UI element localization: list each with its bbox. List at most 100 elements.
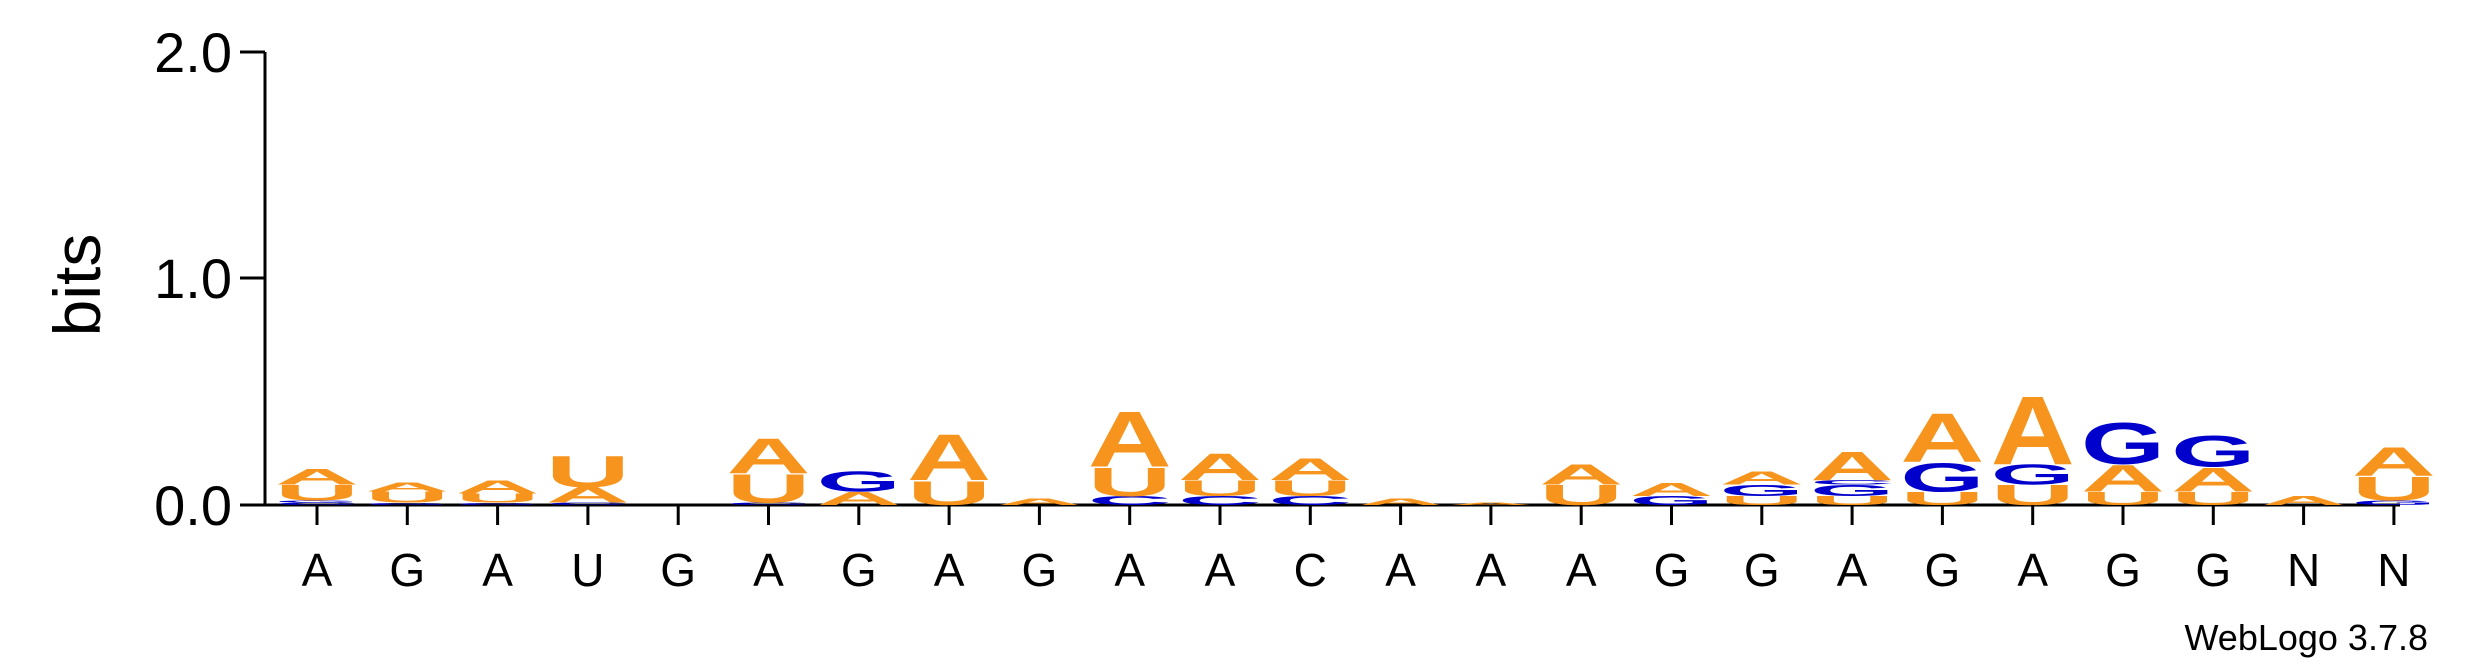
glyph-u: U [1810,494,1894,508]
glyph-a: A [1810,443,1894,489]
stack-position-20: UGA [1991,376,2075,511]
glyph-c: C [275,502,359,505]
x-tick-label: G [2195,544,2231,596]
glyph-a: A [817,488,901,509]
x-tick-label: A [1205,544,1236,596]
glyph-g: G [1720,482,1804,500]
x-tick-label: C [1294,544,1327,596]
glyph-a: A [2081,458,2165,500]
x-tick-label: A [2017,544,2048,596]
stack-position-16: GA [1630,479,1714,508]
stack-position-23: A [2262,494,2346,508]
stack-position-17: UGA [1720,468,1804,508]
stack-position-19: UGA [1900,400,1984,509]
glyph-u: U [1720,494,1804,508]
x-tick-label: A [1114,544,1145,596]
x-tick-label: A [1385,544,1416,596]
glyph-a: A [2352,439,2436,485]
stack-position-11: CUA [1178,446,1262,507]
glyph-g: G [365,502,449,506]
glyph-a: A [1359,497,1443,508]
glyph-g: G [2081,411,2165,477]
glyph-u: U [546,447,630,497]
x-tick-label: G [1022,544,1058,596]
glyph-a: A [1178,446,1262,488]
glyph-g: G [2171,427,2255,476]
glyph-a: A [275,465,359,490]
glyph-a: A [546,483,630,508]
glyph-u: U [1268,476,1352,501]
stack-position-22: UAG [2171,427,2255,509]
glyph-a: A [2171,460,2255,499]
glyph-c: C [727,502,811,505]
x-tick-label: G [1744,544,1780,596]
glyph-a: A [727,428,811,484]
x-tick-label: N [2377,544,2410,596]
glyph-g: G [1810,482,1894,500]
glyph-g: G [456,502,540,506]
stack-position-15: UA [1539,459,1623,511]
stack-position-12: CUA [1268,452,1352,508]
glyph-u: U [2171,488,2255,509]
x-tick-label: G [389,544,425,596]
x-tick-label: A [1476,544,1507,596]
glyph-u: U [1088,459,1172,505]
weblogo-credit: WebLogo 3.7.8 [2184,617,2428,658]
stack-position-6: CUA [727,428,811,512]
stack-position-2: GUA [365,480,449,506]
y-axis-title: bits [40,234,114,337]
stack-position-24: GUA [2352,439,2436,508]
glyph-u: U [2081,488,2165,509]
stack-position-13: A [1359,497,1443,508]
stack-position-21: UAG [2081,411,2165,509]
glyph-g: G [275,500,359,504]
x-tick-label: A [753,544,784,596]
x-tick-label: U [571,544,604,596]
stack-position-14: A [1449,502,1533,505]
x-tick-label: G [841,544,877,596]
glyph-u: U [1178,476,1262,501]
glyph-g: G [1991,459,2075,491]
glyph-c: C [1810,479,1894,486]
x-tick-label: G [2105,544,2141,596]
y-tick-label: 0.0 [154,474,232,537]
glyph-u: U [365,489,449,507]
x-tick-label: N [2287,544,2320,596]
y-tick-label: 2.0 [154,21,232,84]
x-tick-labels: A G A U G A G A G A A C A A A G G A G A G G N N [302,505,2411,596]
x-tick-label: A [482,544,513,596]
stack-position-3: GUA [456,477,540,506]
glyph-u: U [2352,469,2436,508]
glyph-c: C [546,502,630,505]
x-tick-label: A [1837,544,1868,596]
glyph-a: A [1991,376,2075,485]
stack-position-9: A [997,497,1081,508]
stack-position-10: CUA [1088,396,1172,508]
x-tick-label: G [660,544,696,596]
stack-position-4: CAU [546,447,630,508]
y-tick-label: 1.0 [154,247,232,310]
glyph-a: A [1088,396,1172,484]
glyph-a: A [1720,468,1804,489]
glyph-c: C [1088,494,1172,508]
glyph-u: U [456,491,540,505]
glyph-c: C [1178,494,1262,508]
glyph-a: A [907,421,991,495]
glyph-a: A [1539,459,1623,491]
glyph-a: A [1900,400,1984,477]
glyph-a: A [2262,494,2346,508]
glyph-a: A [997,497,1081,508]
glyph-a: A [1449,502,1533,505]
glyph-a: A [1268,452,1352,487]
glyph-g: G [1900,455,1984,501]
glyph-u: U [1900,488,1984,509]
glyph-a: A [1630,479,1714,500]
x-tick-label: A [1566,544,1597,596]
glyph-c: C [1268,494,1352,508]
x-tick-label: G [1925,544,1961,596]
glyph-g: G [1630,494,1714,508]
